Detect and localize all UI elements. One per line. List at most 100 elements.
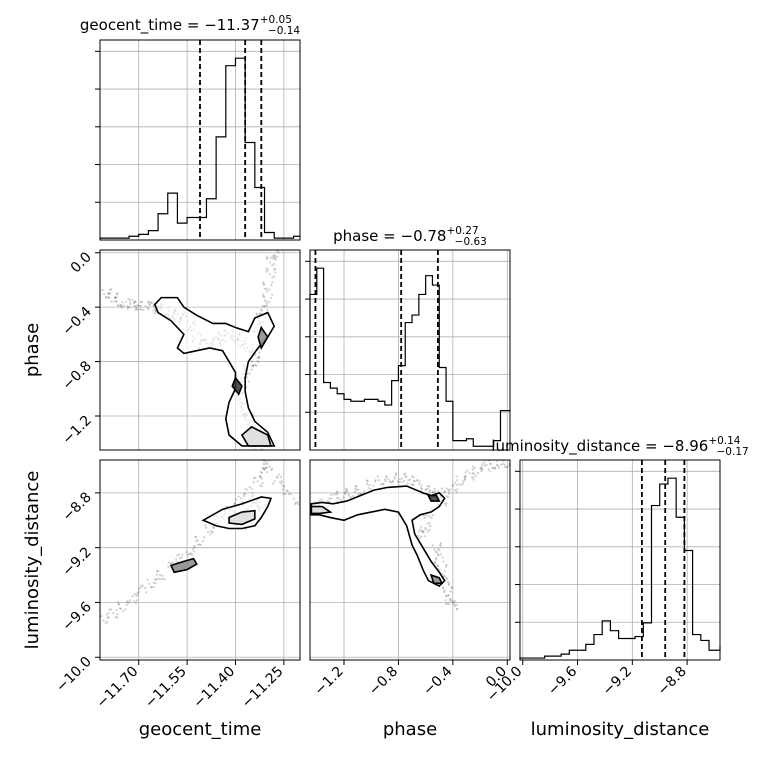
sample-point xyxy=(257,361,260,364)
sample-point xyxy=(336,491,339,494)
sample-point xyxy=(273,254,277,257)
sample-point xyxy=(424,526,427,530)
sample-point xyxy=(148,302,151,305)
sample-point xyxy=(273,275,276,278)
sample-point xyxy=(265,290,269,293)
sample-point xyxy=(461,482,465,485)
sample-point xyxy=(167,561,170,564)
sample-point xyxy=(483,461,486,464)
sample-point xyxy=(345,488,348,491)
sample-point xyxy=(119,304,122,307)
sample-point xyxy=(106,616,109,619)
sample-point xyxy=(268,261,271,264)
sample-point xyxy=(422,514,426,517)
sample-point xyxy=(393,477,396,480)
sample-point xyxy=(481,468,484,472)
sample-point xyxy=(446,578,449,581)
sample-point xyxy=(443,490,446,493)
sample-point xyxy=(426,487,429,490)
sample-point xyxy=(154,309,157,312)
sample-point xyxy=(163,577,166,581)
sample-point xyxy=(497,466,501,469)
sample-point xyxy=(116,292,119,295)
sample-point xyxy=(197,543,200,546)
sample-point xyxy=(447,496,450,499)
tick-label-y-luminosity_distance: −10.0 xyxy=(53,654,95,696)
sample-point xyxy=(282,492,285,495)
sample-point xyxy=(108,296,111,299)
sample-point xyxy=(388,480,392,483)
sample-point xyxy=(256,359,259,362)
sample-point xyxy=(359,492,362,495)
sample-point xyxy=(102,619,105,622)
sample-point xyxy=(401,481,404,484)
sample-point xyxy=(426,530,429,533)
sample-point xyxy=(169,562,173,565)
tick-label-x-geocent_time: −11.25 xyxy=(239,664,287,712)
sample-point xyxy=(345,487,348,490)
sample-point xyxy=(261,304,264,307)
sample-point xyxy=(118,607,121,610)
sample-point xyxy=(152,581,155,584)
sample-point xyxy=(449,488,452,491)
sample-point xyxy=(152,586,155,589)
sample-point xyxy=(251,491,254,495)
sample-point xyxy=(446,487,449,490)
sample-point xyxy=(134,306,138,309)
sample-point xyxy=(501,462,504,466)
sample-point xyxy=(278,480,282,483)
tick-label-y-luminosity_distance: −9.2 xyxy=(59,544,94,579)
sample-point xyxy=(109,288,113,291)
sample-point xyxy=(259,476,262,479)
sample-point xyxy=(420,525,423,528)
sample-point xyxy=(257,356,261,359)
sample-point xyxy=(258,474,262,478)
sample-point xyxy=(251,364,254,367)
sample-point xyxy=(344,492,347,495)
sample-point xyxy=(107,616,110,619)
sample-point xyxy=(260,485,263,488)
sample-point xyxy=(276,476,279,479)
sample-point xyxy=(265,304,268,307)
sample-point xyxy=(131,298,134,302)
sample-point xyxy=(280,482,283,485)
sample-point xyxy=(247,380,250,383)
sample-point xyxy=(126,305,129,308)
sample-point xyxy=(117,304,120,307)
sample-point xyxy=(132,600,136,603)
sample-point xyxy=(472,478,475,481)
sample-point xyxy=(285,489,288,492)
sample-point xyxy=(443,574,446,578)
sample-point xyxy=(446,602,449,605)
title-lower: −0.63 xyxy=(455,236,487,248)
sample-point xyxy=(457,483,460,486)
tick-label-y-phase: −0.8 xyxy=(59,358,94,393)
sample-point xyxy=(489,462,492,465)
sample-point xyxy=(433,490,436,493)
sample-point xyxy=(425,514,428,517)
sample-point xyxy=(443,502,446,505)
sample-point xyxy=(363,490,366,493)
axis-label-x-phase: phase xyxy=(383,719,437,740)
sample-point xyxy=(258,484,262,487)
sample-point xyxy=(336,492,339,496)
sample-point xyxy=(473,466,476,470)
sample-point xyxy=(109,292,112,295)
sample-point xyxy=(485,463,488,466)
sample-point xyxy=(443,569,446,572)
sample-point xyxy=(403,479,406,483)
sample-point xyxy=(211,525,215,529)
sample-point xyxy=(434,550,437,554)
sample-point xyxy=(119,607,123,610)
sample-point xyxy=(345,490,349,493)
sample-point xyxy=(187,553,190,556)
sample-point xyxy=(176,554,179,557)
sample-point xyxy=(169,561,172,565)
sample-point xyxy=(262,281,265,284)
sample-point xyxy=(263,462,266,466)
sample-point xyxy=(107,296,110,299)
sample-point xyxy=(272,256,276,259)
sample-point xyxy=(281,488,284,491)
sample-point xyxy=(429,489,432,492)
sample-point xyxy=(268,288,271,291)
